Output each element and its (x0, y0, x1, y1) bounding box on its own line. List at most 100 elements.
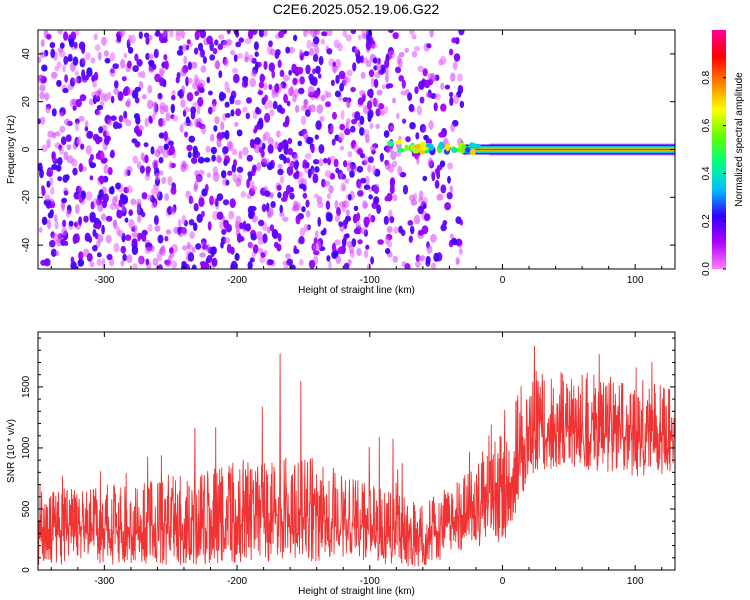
noise-cell (196, 213, 203, 223)
noise-cell (218, 70, 223, 79)
noise-cell (68, 220, 74, 227)
noise-cell (245, 223, 252, 232)
noise-cell (228, 210, 235, 220)
noise-cell (144, 117, 149, 127)
noise-cell (303, 50, 310, 57)
noise-cell (85, 145, 92, 155)
noise-cell (440, 82, 445, 91)
noise-cell (440, 56, 447, 65)
noise-cell (78, 41, 86, 51)
noise-cell (440, 184, 447, 194)
noise-cell (192, 101, 199, 108)
noise-cell (52, 132, 57, 139)
y-tick-label: 0 (21, 146, 32, 152)
noise-cell (214, 116, 220, 125)
noise-cell (78, 163, 84, 173)
noise-cell (72, 167, 78, 176)
noise-cell (115, 203, 120, 210)
noise-cell (367, 156, 374, 164)
noise-cell (83, 215, 89, 223)
noise-cell (360, 71, 366, 79)
noise-cell (305, 210, 311, 218)
noise-cell (331, 138, 336, 146)
noise-cell (92, 244, 98, 252)
noise-cell (50, 186, 55, 195)
noise-cell (75, 30, 80, 36)
noise-cell (248, 242, 254, 249)
noise-cell (80, 191, 86, 200)
noise-cell (296, 202, 301, 211)
noise-cell (283, 93, 288, 104)
noise-cell (187, 244, 193, 251)
noise-cell (177, 219, 182, 228)
noise-cell (230, 109, 235, 117)
noise-cell (52, 232, 59, 242)
signal-blob (460, 146, 465, 154)
noise-cell (312, 68, 316, 75)
noise-cell (411, 34, 417, 40)
noise-cell (126, 60, 132, 69)
noise-cell (413, 46, 421, 52)
noise-cell (418, 255, 424, 262)
noise-cell (325, 200, 331, 210)
noise-cell (163, 143, 169, 150)
noise-cell (57, 157, 63, 166)
noise-cell (391, 160, 398, 168)
noise-cell (64, 74, 68, 83)
noise-cell (344, 178, 350, 184)
noise-cell (427, 157, 433, 167)
y-tick-label: -40 (21, 237, 32, 252)
noise-cell (175, 32, 181, 41)
noise-cell (398, 51, 405, 58)
signal-blob (428, 143, 435, 151)
noise-cell (356, 148, 364, 155)
noise-cell (105, 234, 112, 244)
noise-cell (261, 203, 267, 213)
signal-blob (414, 144, 421, 149)
noise-cell (318, 55, 324, 66)
noise-cell (165, 112, 171, 122)
noise-cell (430, 233, 437, 243)
noise-cell (46, 138, 51, 149)
noise-cell (168, 140, 174, 146)
noise-cell (341, 238, 347, 247)
noise-cell (373, 98, 379, 104)
noise-cell (38, 226, 43, 233)
noise-cell (46, 219, 52, 230)
noise-cell (164, 193, 170, 202)
noise-cell (72, 105, 77, 111)
noise-cell (317, 73, 322, 79)
noise-cell (417, 205, 424, 215)
noise-cell (434, 179, 440, 189)
noise-cell (73, 221, 78, 228)
noise-cell (117, 230, 124, 238)
noise-cell (201, 188, 208, 197)
noise-cell (180, 99, 186, 108)
noise-cell (74, 204, 80, 214)
noise-cell (53, 214, 58, 222)
noise-cell (49, 42, 56, 49)
noise-cell (93, 197, 99, 206)
noise-cell (165, 229, 172, 235)
noise-cell (236, 129, 243, 137)
noise-cell (299, 258, 304, 266)
noise-cell (235, 177, 242, 187)
noise-cell (305, 199, 310, 208)
noise-cell (329, 155, 336, 161)
noise-cell (249, 77, 256, 88)
noise-cell (216, 193, 224, 202)
noise-cell (315, 65, 321, 75)
noise-cell (144, 246, 152, 254)
noise-cell (303, 224, 309, 232)
noise-cell (70, 256, 75, 264)
noise-cell (242, 146, 249, 156)
y-tick-label: 20 (21, 96, 32, 108)
noise-cell (293, 160, 299, 171)
noise-cell (453, 53, 461, 62)
x-tick-label: -200 (227, 275, 247, 286)
noise-cell (124, 217, 129, 223)
noise-cell (418, 229, 424, 236)
noise-cell (154, 172, 161, 181)
noise-cell (256, 161, 262, 172)
noise-cell (205, 257, 210, 264)
